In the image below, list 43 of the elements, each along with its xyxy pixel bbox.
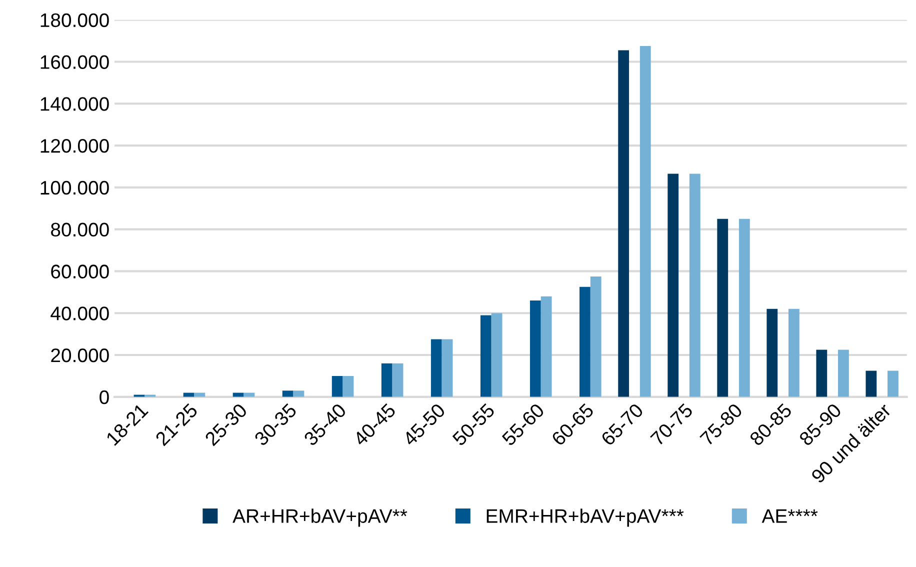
bar: [430, 339, 442, 397]
bar: [816, 350, 828, 397]
y-tick-label: 120.000: [40, 139, 109, 153]
bar: [668, 174, 679, 397]
bar: [491, 313, 502, 397]
legend-label: AE****: [762, 509, 818, 523]
bar: [717, 218, 728, 397]
bar: [282, 390, 294, 397]
bar: [293, 390, 304, 397]
bar: [392, 363, 404, 397]
bar: [689, 174, 700, 397]
bar: [738, 218, 750, 397]
y-tick-label: 40.000: [50, 306, 109, 320]
bar: [866, 370, 877, 397]
y-tick-label: 60.000: [51, 264, 109, 278]
bar: [540, 296, 552, 397]
bar: [888, 370, 898, 397]
bar: [232, 392, 244, 397]
y-tick-label: 100.000: [40, 180, 109, 195]
bar: [480, 315, 492, 397]
bar: [530, 300, 541, 397]
y-tick-label: 0: [100, 390, 109, 404]
bar: [442, 339, 453, 397]
y-tick-label: 160.000: [40, 55, 109, 69]
legend-label: EMR+HR+bAV+pAV***: [486, 508, 684, 527]
bar: [590, 276, 602, 397]
y-tick-label: 140.000: [40, 97, 109, 111]
bar: [244, 392, 255, 397]
bar: [618, 50, 630, 397]
bar: [342, 376, 354, 397]
bar: [788, 308, 800, 397]
bar: [194, 392, 206, 397]
bar: [766, 308, 778, 397]
y-tick-label: 20.000: [51, 348, 109, 362]
y-tick-label: 180.000: [40, 13, 109, 28]
bar: [332, 376, 343, 397]
bar: [838, 350, 849, 397]
legend-label: AR+HR+bAV+pAV**: [232, 508, 408, 527]
bar: [640, 46, 651, 397]
bar: [580, 286, 590, 397]
bar: [381, 363, 392, 397]
y-tick-label: 80.000: [51, 222, 109, 237]
bar: [183, 392, 194, 397]
